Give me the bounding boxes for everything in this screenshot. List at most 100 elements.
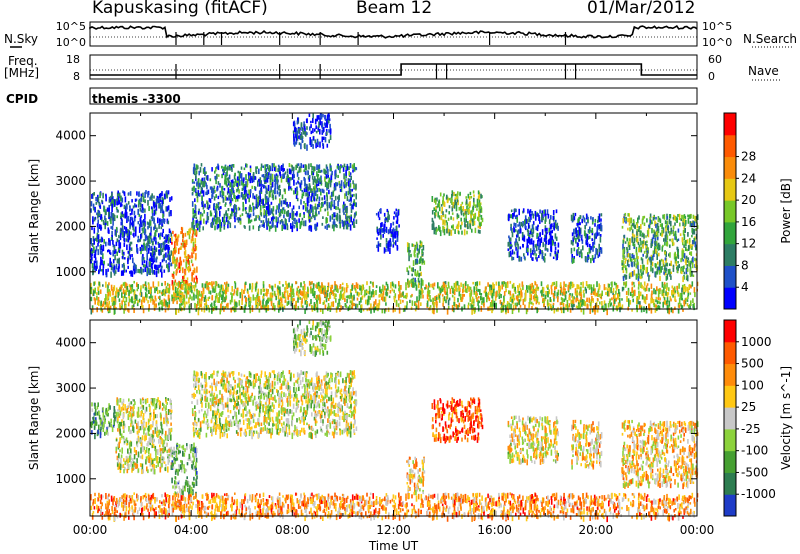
data-cell [245, 211, 247, 215]
data-cell [249, 167, 252, 173]
data-cell [672, 231, 675, 237]
data-cell [134, 297, 136, 304]
data-cell [324, 123, 327, 127]
data-cell [326, 122, 328, 128]
data-cell [463, 229, 466, 236]
data-cell [428, 298, 430, 302]
data-cell [233, 174, 236, 180]
data-cell [637, 241, 640, 246]
data-cell [266, 299, 268, 303]
data-cell [381, 222, 383, 227]
data-cell [682, 215, 685, 222]
data-cell [627, 287, 630, 292]
data-cell [523, 235, 525, 242]
data-cell [249, 165, 252, 169]
data-cell [321, 188, 324, 193]
data-cell [492, 299, 494, 304]
data-cell [539, 242, 541, 246]
data-cell [119, 228, 122, 234]
data-cell [585, 222, 588, 226]
data-cell [312, 212, 314, 217]
data-cell [541, 229, 544, 235]
data-cell [169, 230, 172, 234]
data-cell [235, 195, 238, 200]
data-cell [650, 265, 652, 272]
data-cell [569, 308, 572, 313]
data-cell [462, 283, 464, 290]
data-cell [641, 218, 644, 225]
data-cell [322, 143, 325, 149]
data-cell [395, 212, 398, 217]
data-cell [195, 294, 197, 299]
data-cell [145, 287, 148, 292]
data-cell [418, 273, 421, 277]
data-cell [140, 285, 142, 290]
data-cell [541, 216, 543, 222]
data-cell [406, 292, 408, 298]
data-cell [387, 285, 389, 290]
data-cell [199, 225, 201, 228]
data-cell [191, 201, 194, 207]
data-cell [319, 289, 321, 293]
data-cell [227, 167, 229, 171]
data-cell [386, 216, 389, 223]
data-cell [94, 250, 97, 256]
data-cell [110, 266, 113, 271]
data-cell [191, 233, 194, 238]
data-cell [390, 223, 392, 228]
data-cell [120, 216, 122, 220]
data-cell [460, 206, 462, 211]
data-cell [531, 224, 534, 230]
data-cell [573, 296, 575, 300]
data-cell [515, 246, 517, 251]
data-cell [692, 214, 695, 219]
data-cell [161, 218, 163, 224]
data-cell [298, 205, 300, 210]
data-cell [677, 254, 680, 259]
data-cell [129, 205, 131, 208]
data-cell [139, 238, 141, 242]
data-cell [310, 288, 312, 294]
data-cell [135, 226, 137, 233]
data-cell [696, 225, 699, 229]
data-cell [108, 238, 110, 243]
data-cell [261, 183, 264, 187]
data-cell [396, 215, 399, 222]
data-cell [148, 206, 150, 212]
data-cell [327, 183, 330, 189]
data-cell [117, 266, 120, 272]
data-cell [629, 272, 631, 277]
data-cell [224, 195, 227, 201]
data-cell [304, 203, 307, 208]
data-cell [652, 217, 655, 221]
data-cell [198, 303, 201, 310]
data-cell [431, 196, 434, 202]
data-cell [241, 187, 244, 191]
data-cell [664, 265, 666, 271]
data-cell [274, 197, 277, 200]
data-cell [322, 201, 324, 205]
data-cell [158, 233, 160, 238]
data-cell [321, 289, 323, 294]
data-cell [674, 222, 676, 226]
data-cell [574, 237, 577, 242]
data-cell [195, 223, 198, 229]
data-cell [311, 192, 314, 197]
data-cell [582, 289, 585, 293]
data-cell [629, 253, 631, 258]
data-cell [220, 206, 222, 210]
data-cell [651, 256, 653, 260]
data-cell [478, 296, 480, 299]
data-cell [655, 216, 657, 220]
data-cell [560, 301, 563, 306]
data-cell [258, 225, 260, 232]
data-cell [163, 241, 166, 246]
data-cell [319, 180, 322, 185]
data-cell [254, 297, 256, 301]
data-cell [443, 201, 446, 207]
data-cell [214, 303, 216, 310]
data-cell [172, 284, 174, 290]
data-cell [506, 306, 509, 311]
data-cell [112, 259, 115, 264]
data-cell [215, 220, 217, 225]
